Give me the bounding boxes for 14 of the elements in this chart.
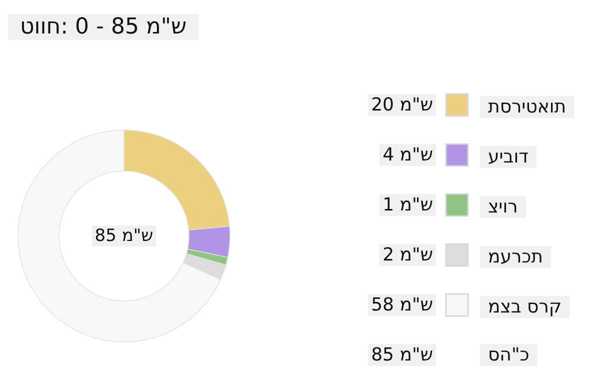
legend-label: מצב סרק [488,296,562,318]
legend-label: מערכת [488,246,544,268]
data-label: 20 מ"ש [371,94,433,116]
legend-label: עיבוד [488,146,529,168]
legend-label: תסריטאות [488,96,566,118]
data-label: 1 מ"ש [382,194,433,216]
data-label: 58 מ"ש [371,294,433,316]
legend-label: ציור [488,196,518,218]
data-label: 4 מ"ש [382,144,433,166]
text: 85 מ"ש [94,226,154,246]
data-label: 2 מ"ש [382,244,433,266]
chart-title: טווח: 0 - 85 מ"ש [20,14,187,40]
text: 85 מ"ש [371,344,433,366]
text: סה"כ [488,344,530,366]
